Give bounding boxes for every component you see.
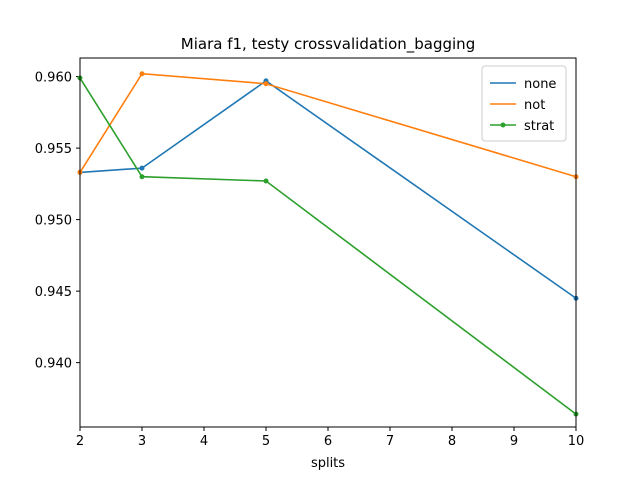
point-not-3 xyxy=(139,71,145,77)
y-tick-label-0.945: 0.945 xyxy=(35,285,72,300)
y-tick-label-0.950: 0.950 xyxy=(35,214,72,229)
point-none-3 xyxy=(139,165,145,171)
legend-label-strat: strat xyxy=(524,119,554,134)
x-tick-label-3: 3 xyxy=(138,434,146,449)
y-axis: 0.940 0.945 0.950 0.955 0.960 xyxy=(35,71,80,372)
legend-marker-strat xyxy=(500,122,506,128)
legend-label-not: not xyxy=(524,98,545,113)
x-tick-label-8: 8 xyxy=(448,434,456,449)
x-tick-label-9: 9 xyxy=(510,434,518,449)
x-tick-label-6: 6 xyxy=(324,434,332,449)
legend-box xyxy=(481,65,567,142)
x-tick-label-7: 7 xyxy=(386,434,394,449)
x-axis-label: splits xyxy=(311,456,345,471)
point-strat-5 xyxy=(263,178,269,184)
legend: none not strat xyxy=(481,65,567,142)
series-line-strat xyxy=(79,77,577,415)
series-line-not xyxy=(79,72,577,178)
legend-label-none: none xyxy=(524,77,556,92)
x-tick-label-5: 5 xyxy=(262,434,270,449)
series-line-none xyxy=(79,79,577,299)
point-not-5 xyxy=(263,81,269,87)
y-tick-label-0.955: 0.955 xyxy=(35,142,72,157)
chart-title: Miara f1, testy crossvalidation_bagging xyxy=(181,35,475,54)
plot-frame xyxy=(79,57,577,428)
x-tick-label-4: 4 xyxy=(200,434,208,449)
x-tick-label-10: 10 xyxy=(568,434,585,449)
x-tick-label-2: 2 xyxy=(76,434,84,449)
x-axis: 2 3 4 5 6 7 8 9 10 xyxy=(76,427,584,449)
y-tick-label-0.960: 0.960 xyxy=(35,71,72,86)
y-tick-label-0.940: 0.940 xyxy=(35,357,72,372)
point-strat-3 xyxy=(139,174,145,180)
